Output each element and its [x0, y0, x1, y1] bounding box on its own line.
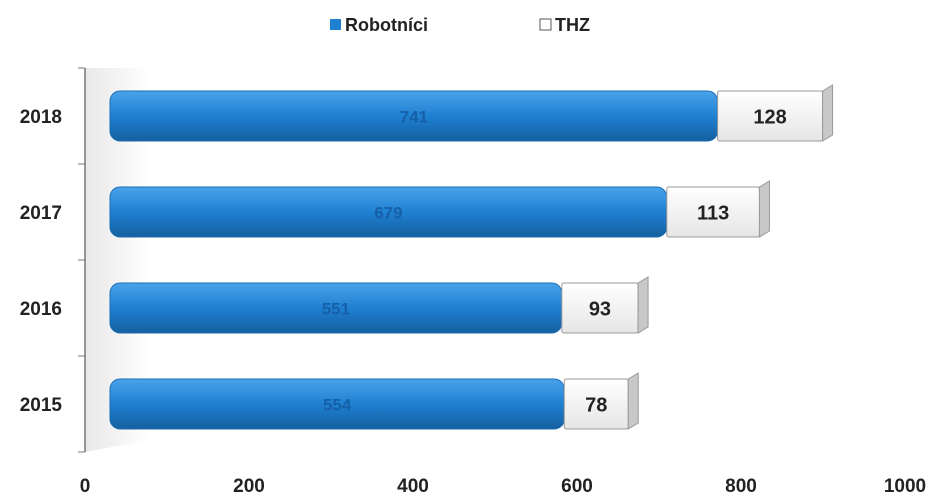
x-tick-label: 800 — [725, 476, 757, 497]
bar-cap — [637, 276, 649, 334]
data-label: 113 — [697, 202, 729, 224]
legend-swatch — [539, 18, 552, 31]
y-tick-label: 2016 — [20, 299, 62, 320]
bar-cap — [627, 372, 639, 430]
data-label: 741 — [400, 107, 428, 126]
data-label: 679 — [374, 203, 402, 222]
legend-label: THZ — [555, 15, 590, 35]
legend-label: Robotníci — [345, 15, 428, 35]
x-tick-label: 1000 — [884, 476, 926, 497]
data-label: 128 — [753, 106, 786, 128]
data-label: 551 — [322, 299, 350, 318]
x-tick-label: 0 — [80, 476, 91, 497]
bar-cap — [822, 84, 834, 142]
data-label: 554 — [323, 395, 352, 414]
x-tick-label: 400 — [397, 476, 429, 497]
legend-swatch — [330, 19, 341, 30]
y-tick-label: 2015 — [20, 395, 63, 416]
y-tick-label: 2018 — [20, 107, 62, 128]
data-label: 78 — [585, 394, 607, 416]
bar-cap — [758, 180, 770, 238]
back-wall — [85, 68, 150, 452]
data-label: 93 — [589, 298, 611, 320]
y-tick-label: 2017 — [20, 203, 62, 224]
x-tick-label: 200 — [233, 476, 265, 497]
x-tick-label: 600 — [561, 476, 593, 497]
